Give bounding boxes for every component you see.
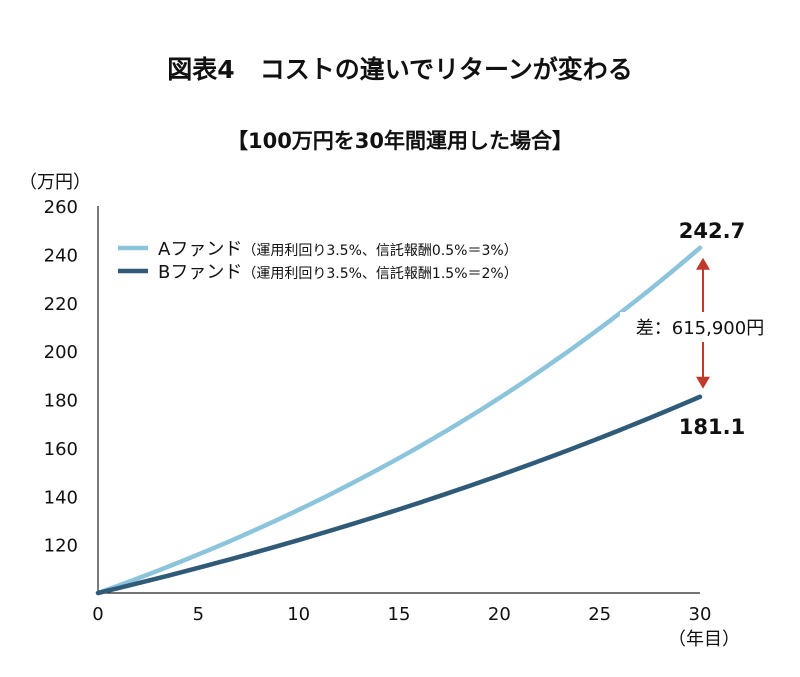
legend-entry: Bファンド（運用利回り3.5%、信託報酬1.5%＝2%） <box>158 262 518 283</box>
y-tick-label: 220 <box>44 294 78 315</box>
end-value-labels: 242.7 181.1 <box>679 219 745 439</box>
legend-series-note: （運用利回り3.5%、信託報酬1.5%＝2%） <box>242 266 517 282</box>
x-tick-label: 20 <box>488 604 511 625</box>
y-tick-label: 180 <box>44 391 78 412</box>
arrow-head-up-icon <box>696 257 710 270</box>
legend-entry: Aファンド（運用利回り3.5%、信託報酬0.5%＝3%） <box>158 239 518 260</box>
x-tick-label: 25 <box>588 604 611 625</box>
series-lines <box>95 245 703 596</box>
chart-title: 図表4 コストの違いでリターンが変わる <box>167 55 632 84</box>
y-tick-label: 240 <box>44 245 78 266</box>
y-tick-label: 140 <box>44 487 78 508</box>
chart-subtitle: 【100万円を30年間運用した場合】 <box>227 129 573 153</box>
x-unit-label: （年目） <box>668 629 740 650</box>
x-tick-label: 30 <box>689 604 712 625</box>
legend-series-note: （運用利回り3.5%、信託報酬0.5%＝3%） <box>242 243 517 259</box>
y-unit-label: （万円） <box>19 172 91 193</box>
y-tick-label: 260 <box>44 197 78 218</box>
x-tick-label: 5 <box>193 604 204 625</box>
y-tick-labels: 120 140 160 180 200 220 240 260 <box>44 197 78 557</box>
series-line-b <box>95 394 703 596</box>
x-tick-label: 10 <box>287 604 310 625</box>
y-tick-label: 160 <box>44 439 78 460</box>
legend-series-name: Aファンド <box>158 239 242 260</box>
axes <box>97 206 700 594</box>
y-tick-label: 200 <box>44 342 78 363</box>
legend-series-name: Bファンド <box>158 262 242 283</box>
x-tick-label: 0 <box>92 604 103 625</box>
end-label-a: 242.7 <box>679 219 745 243</box>
y-tick-label: 120 <box>44 536 78 557</box>
end-label-b: 181.1 <box>679 415 745 439</box>
annotation-background <box>620 312 780 342</box>
x-tick-label: 15 <box>388 604 411 625</box>
arrow-head-down-icon <box>696 376 710 389</box>
legend: Aファンド（運用利回り3.5%、信託報酬0.5%＝3%）Bファンド（運用利回り3… <box>118 239 518 283</box>
x-tick-labels: 0 5 10 15 20 25 30 <box>92 604 711 625</box>
series-line-a <box>95 245 703 596</box>
difference-annotation: 差：615,900円 <box>620 257 780 389</box>
difference-label: 差：615,900円 <box>636 318 764 339</box>
